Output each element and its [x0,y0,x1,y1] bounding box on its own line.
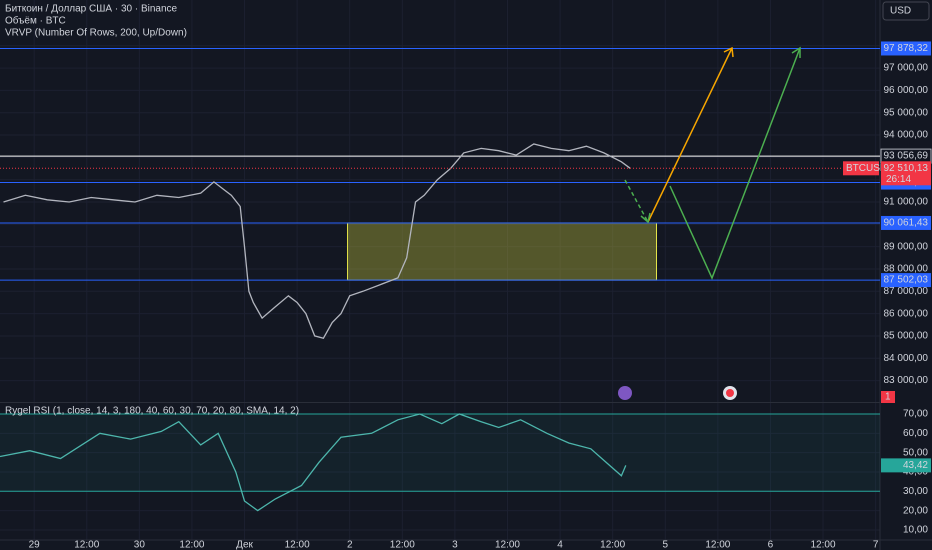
x-tick-label: Дек [236,540,253,550]
x-tick-label: 4 [557,540,563,550]
y-tick-label: 60,00 [903,428,928,439]
y-tick-label: 86 000,00 [884,308,929,319]
zone [347,222,657,281]
y-tick-label: 30,00 [903,486,928,497]
x-tick-label: 12:00 [495,540,520,550]
y-tick-label: 96 000,00 [884,85,929,96]
x-tick-label: 7 [873,540,879,550]
y-tick-label: 95 000,00 [884,107,929,118]
event-icon[interactable] [618,386,632,400]
y-tick-label: 20,00 [903,505,928,516]
arrow [669,47,801,280]
y-tick-label: 85 000,00 [884,331,929,342]
x-tick-label: 12:00 [285,540,310,550]
x-tick-label: 29 [29,540,41,550]
rsi-title: Rygel RSI (1, close, 14, 3, 180, 40, 60,… [5,406,299,417]
level-tag [881,215,931,230]
arrow [647,47,733,223]
x-tick-label: 12:00 [74,540,99,550]
y-tick-label: 84 000,00 [884,353,929,364]
y-tick-label: 10,00 [903,525,928,536]
indicator-label: VRVP (Number Of Rows, 200, Up/Down) [5,28,187,39]
alert-count: 1 [885,392,891,403]
y-tick-label: 70,00 [903,409,928,420]
y-tick-label: 94 000,00 [884,130,929,141]
currency[interactable]: USD [890,6,911,17]
level-label: 90 061,43 [884,218,929,229]
x-tick-label: 12:00 [811,540,836,550]
y-tick-label: 89 000,00 [884,241,929,252]
x-tick-label: 6 [768,540,774,550]
x-tick-label: 12:00 [390,540,415,550]
x-tick-label: 3 [452,540,458,550]
x-tick-label: 12:00 [600,540,625,550]
level-label: 93 056,69 [884,151,929,162]
y-tick-label: 97 000,00 [884,63,929,74]
symbol-label: BTCUSD [846,163,887,174]
arrow-head [640,212,651,224]
y-tick-label: 83 000,00 [884,375,929,386]
event-icon-flag [726,389,734,397]
y-tick-label: 87 000,00 [884,286,929,297]
x-tick-label: 2 [347,540,353,550]
level-label: 97 878,32 [884,43,929,54]
x-tick-label: 12:00 [179,540,204,550]
level-tag [881,41,931,56]
arrow-head [723,46,734,58]
chart-title: Биткоин / Доллар США · 30 · Binance [5,4,178,15]
countdown: 26:14 [886,174,911,185]
y-tick-label: 88 000,00 [884,264,929,275]
alert-badge [881,391,895,403]
level-tag [881,273,931,288]
indicator-label: Объём · BTC [5,15,66,27]
symbol-tag [843,161,879,176]
rsi-band-fill [0,414,880,492]
last-price-tag [881,161,931,186]
x-tick-label: 12:00 [705,540,730,550]
x-tick-label: 30 [134,540,146,550]
arrow [624,179,649,223]
series-line [3,143,631,339]
forecast-arrows [624,46,801,280]
y-tick-label: 91 000,00 [884,197,929,208]
y-tick-label: 50,00 [903,447,928,458]
rsi-last-label: 43,42 [903,460,928,471]
pane-divider [0,402,880,403]
x-tick-label: 5 [662,540,668,550]
rsi-last-tag [881,458,931,473]
series-line [0,413,627,512]
currency-button[interactable] [882,1,930,21]
level-label: 87 502,03 [884,275,929,286]
arrow-head [791,46,801,58]
last-price-label: 92 510,13 [884,163,929,174]
